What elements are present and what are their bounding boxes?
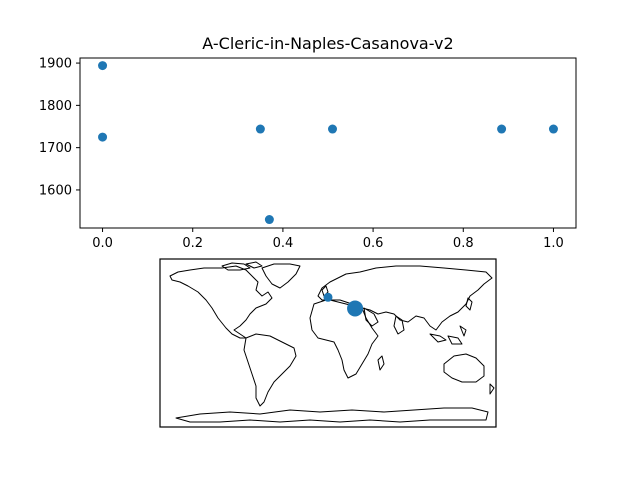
coastline-greenland — [261, 263, 301, 289]
map-frame — [159, 258, 497, 428]
y-tick-label: 1800 — [39, 99, 72, 114]
scatter-point — [255, 124, 265, 134]
y-tick-label: 1900 — [39, 57, 72, 72]
scatter-point — [328, 124, 338, 134]
coastline-south-america — [243, 333, 297, 407]
x-tick-label: 0.2 — [182, 236, 203, 251]
coastline-north-america — [169, 265, 273, 339]
coastline-antarctica — [175, 407, 489, 423]
scatter-point — [497, 124, 507, 134]
scatter-chart: A-Cleric-in-Naples-Casanova-v2 0.0 0.2 0.4… — [39, 34, 577, 251]
world-map — [159, 258, 497, 428]
y-tick-label: 1600 — [39, 183, 72, 198]
x-axis: 0.0 0.2 0.4 0.6 0.8 1.0 — [92, 228, 564, 251]
coastline-se-asia-islands — [429, 325, 467, 345]
y-tick-label: 1700 — [39, 141, 72, 156]
coastline-arctic-islands — [221, 261, 263, 271]
map-point — [323, 292, 333, 302]
coastline-british-isles — [321, 285, 329, 297]
scatter-point — [264, 215, 274, 225]
coastline-new-zealand — [489, 383, 495, 395]
y-axis: 1600 1700 1800 1900 — [39, 57, 80, 198]
chart-title: A-Cleric-in-Naples-Casanova-v2 — [202, 34, 453, 53]
scatter-points — [98, 61, 558, 225]
coastline-japan — [465, 297, 473, 311]
coastline-madagascar — [377, 355, 385, 371]
x-tick-label: 0.6 — [363, 236, 384, 251]
plot-frame — [79, 57, 577, 229]
coastline-australia — [443, 353, 485, 383]
x-tick-label: 0.0 — [92, 236, 113, 251]
map-point — [347, 300, 364, 317]
scatter-point — [98, 61, 108, 71]
scatter-point — [98, 132, 108, 142]
x-tick-label: 1.0 — [543, 236, 564, 251]
x-tick-label: 0.8 — [453, 236, 474, 251]
map-points — [323, 292, 364, 317]
scatter-point — [548, 124, 558, 134]
x-tick-label: 0.4 — [273, 236, 294, 251]
